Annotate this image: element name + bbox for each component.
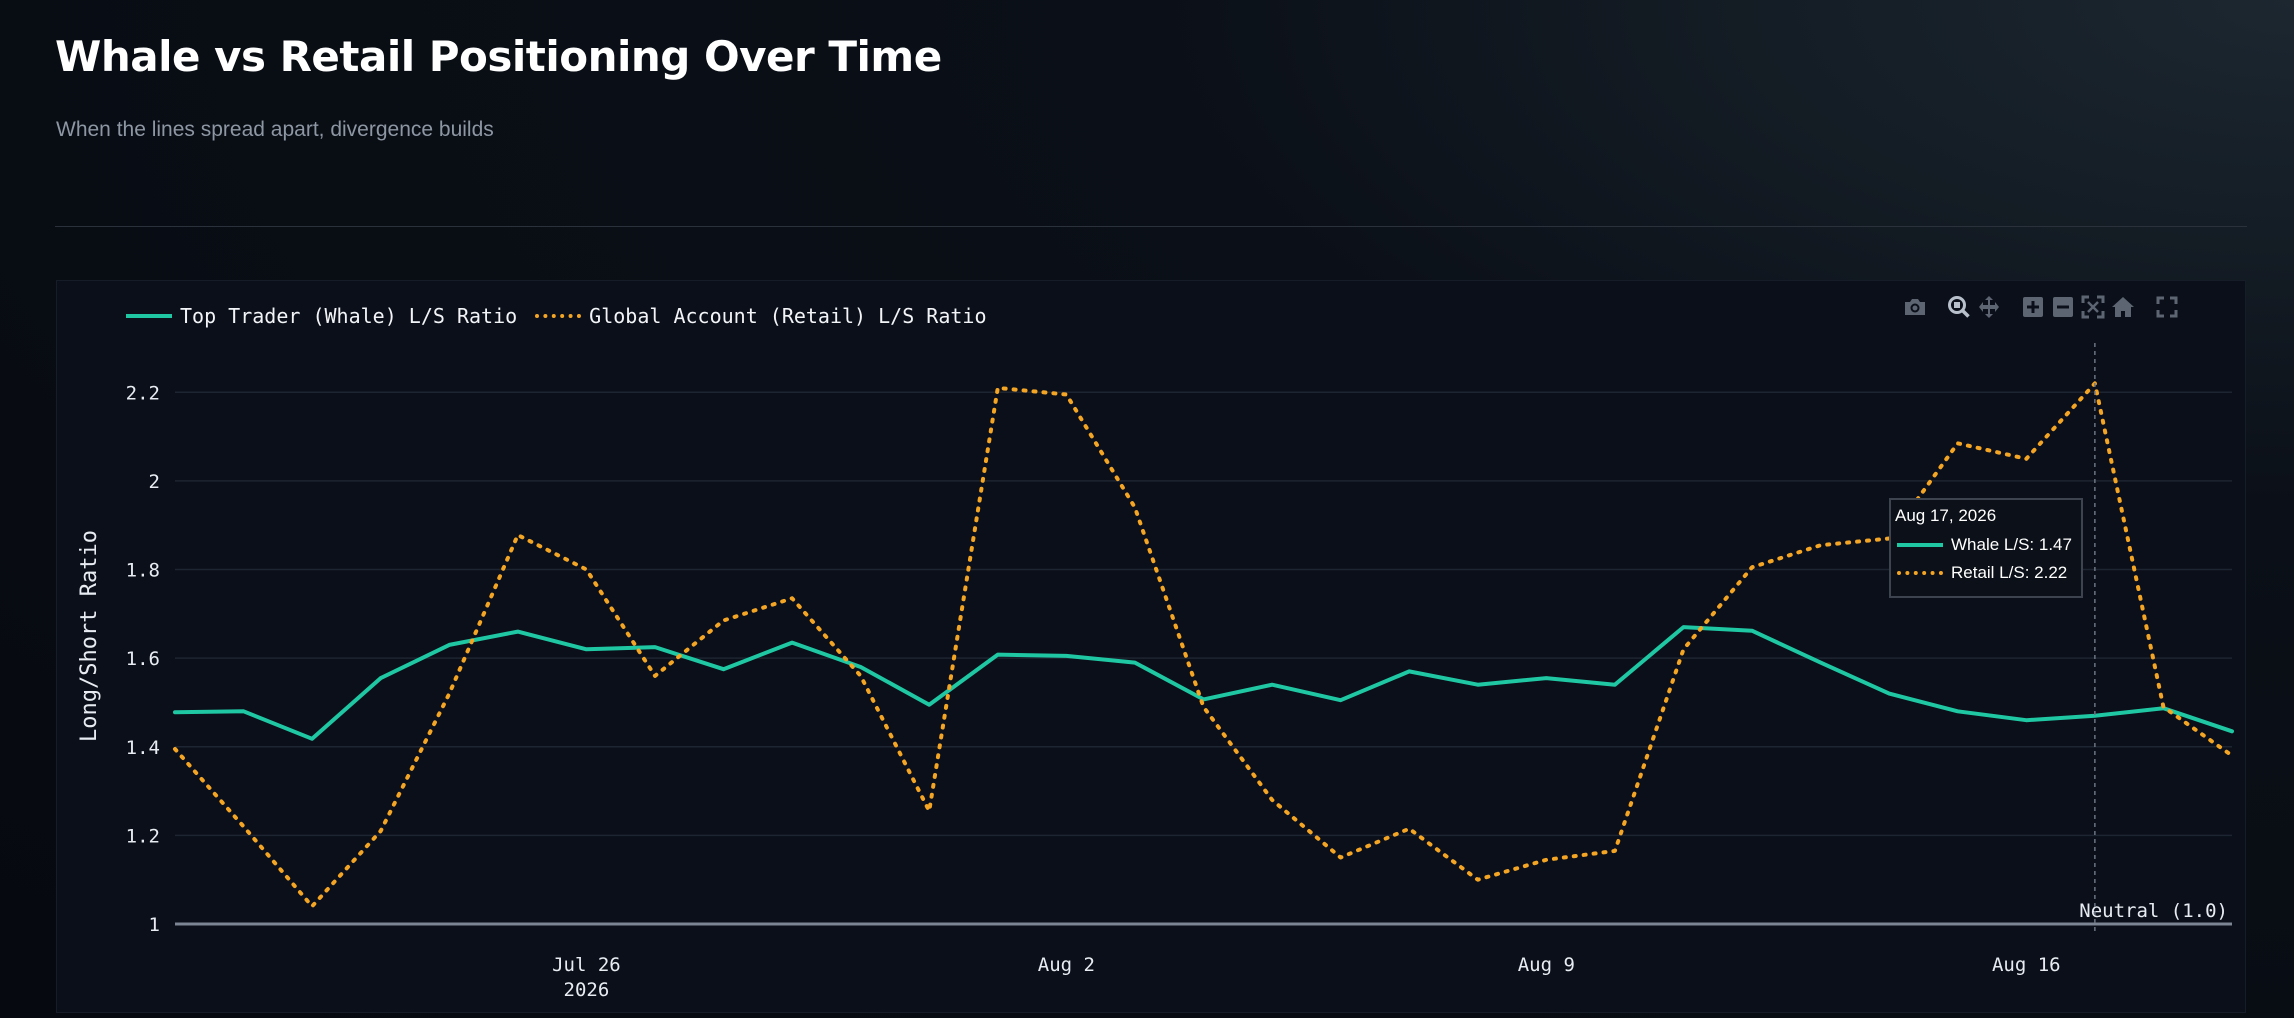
page-title: Whale vs Retail Positioning Over Time <box>55 32 942 81</box>
neutral-reference-label: Neutral (1.0) <box>2079 900 2228 922</box>
zoom-in-icon[interactable] <box>2018 292 2048 322</box>
chart-modebar <box>1900 292 2182 322</box>
x-tick-label: Jul 26 <box>552 954 621 976</box>
tooltip-swatch-whale <box>1897 543 1943 547</box>
legend-item-whale[interactable]: Top Trader (Whale) L/S Ratio <box>126 304 517 328</box>
x-tick-label: Aug 2 <box>1038 954 1095 976</box>
legend-swatch-retail <box>535 314 582 318</box>
x-tick-sublabel: 2026 <box>564 979 610 1001</box>
fullscreen-icon[interactable] <box>2152 292 2182 322</box>
reset-axes-icon[interactable] <box>2108 292 2138 322</box>
y-tick-label: 2.2 <box>126 382 160 404</box>
legend-label-retail: Global Account (Retail) L/S Ratio <box>589 304 987 328</box>
tooltip-retail-value: Retail L/S: 2.22 <box>1951 563 2068 582</box>
legend-label-whale: Top Trader (Whale) L/S Ratio <box>180 304 518 328</box>
hover-tooltip: Aug 17, 2026 Whale L/S: 1.47 Retail L/S:… <box>1889 498 2083 598</box>
tooltip-row-whale: Whale L/S: 1.47 <box>1895 535 2077 555</box>
series-layer <box>173 381 2234 909</box>
zoom-out-icon[interactable] <box>2048 292 2078 322</box>
zoom-icon[interactable] <box>1944 292 1974 322</box>
x-tick-label: Aug 9 <box>1518 954 1575 976</box>
y-axis-title: Long/Short Ratio <box>77 530 102 742</box>
tooltip-row-retail: Retail L/S: 2.22 <box>1895 563 2077 583</box>
legend-swatch-whale <box>126 314 172 318</box>
y-tick-label: 1.6 <box>126 648 160 670</box>
tooltip-swatch-retail <box>1897 571 1943 575</box>
y-tick-label: 1.2 <box>126 825 160 847</box>
y-tick-label: 1.8 <box>126 560 160 582</box>
y-tick-label: 1 <box>149 914 160 936</box>
grid-layer <box>175 391 2232 926</box>
y-tick-label: 1.4 <box>126 737 160 759</box>
x-tick-label: Aug 16 <box>1992 954 2061 976</box>
whale-series-line <box>173 625 2234 741</box>
pan-icon[interactable] <box>1974 292 2004 322</box>
axis-layer: 1 1.2 1.4 1.6 1.8 2 2.2 Neutral (1.0) Long/Short… <box>77 382 2228 1001</box>
chart-legend[interactable]: Top Trader (Whale) L/S Ratio Global Acco… <box>126 304 1005 328</box>
retail-series-line <box>173 381 2234 909</box>
page-subtitle: When the lines spread apart, divergence … <box>56 118 494 141</box>
tooltip-date: Aug 17, 2026 <box>1895 506 1997 525</box>
y-tick-label: 2 <box>149 471 160 493</box>
autoscale-icon[interactable] <box>2078 292 2108 322</box>
tooltip-whale-value: Whale L/S: 1.47 <box>1951 535 2072 554</box>
chart-panel <box>56 280 2246 1013</box>
header-divider <box>55 226 2247 227</box>
legend-item-retail[interactable]: Global Account (Retail) L/S Ratio <box>535 304 987 328</box>
camera-icon[interactable] <box>1900 292 1930 322</box>
